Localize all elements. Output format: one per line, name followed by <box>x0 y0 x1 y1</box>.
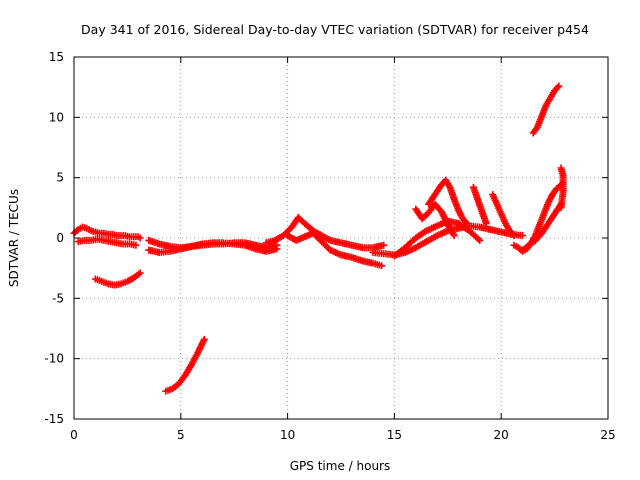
plot-frame <box>73 56 609 420</box>
series-arc-15 <box>510 181 565 255</box>
series-arc-13 <box>469 183 490 227</box>
x-tick-label: 25 <box>600 428 615 442</box>
series-arc-17 <box>529 82 563 137</box>
series-arc-12 <box>412 200 458 240</box>
data-point <box>557 204 565 212</box>
chart-title: Day 341 of 2016, Sidereal Day-to-day VTE… <box>81 22 589 37</box>
y-tick-label: 15 <box>49 50 64 64</box>
data-point <box>476 236 484 244</box>
series-arc-6 <box>145 239 281 256</box>
x-tick-label: 5 <box>177 428 185 442</box>
y-axis-label: SDTVAR / TECUs <box>7 189 21 287</box>
data-points <box>70 82 567 395</box>
series-arc-8 <box>284 229 386 270</box>
y-tick-label: 5 <box>56 171 64 185</box>
series-arc-10 <box>390 217 484 260</box>
series-arc-3 <box>91 269 144 289</box>
series-arc-2 <box>74 235 140 249</box>
y-tick-label: 0 <box>56 231 64 245</box>
series-arc-11 <box>425 176 471 227</box>
series-arc-1 <box>70 223 144 242</box>
y-tick-label: 10 <box>49 110 64 124</box>
data-point <box>378 262 386 270</box>
x-tick-label: 20 <box>494 428 509 442</box>
y-tick-label: -15 <box>44 412 64 426</box>
data-point <box>482 220 490 227</box>
x-tick-label: 10 <box>280 428 295 442</box>
y-tick-label: -5 <box>52 291 64 305</box>
data-point <box>273 245 281 253</box>
series-arc-7 <box>262 214 388 252</box>
data-point <box>380 241 388 249</box>
data-point <box>519 232 527 240</box>
data-point <box>474 235 482 243</box>
y-tick-label: -10 <box>44 352 64 366</box>
x-tick-label: 0 <box>70 428 78 442</box>
data-point <box>200 335 208 343</box>
series-arc-4 <box>162 335 208 395</box>
data-point <box>555 82 563 90</box>
data-point <box>136 234 144 242</box>
grid <box>74 57 608 419</box>
x-axis-label: GPS time / hours <box>290 459 391 473</box>
series-arc-18 <box>557 164 567 212</box>
data-point <box>132 241 140 249</box>
data-point <box>136 269 144 277</box>
data-point <box>450 232 458 240</box>
data-point <box>510 232 518 240</box>
series-arc-14 <box>489 191 518 240</box>
data-point <box>463 220 471 227</box>
x-tick-label: 15 <box>387 428 402 442</box>
